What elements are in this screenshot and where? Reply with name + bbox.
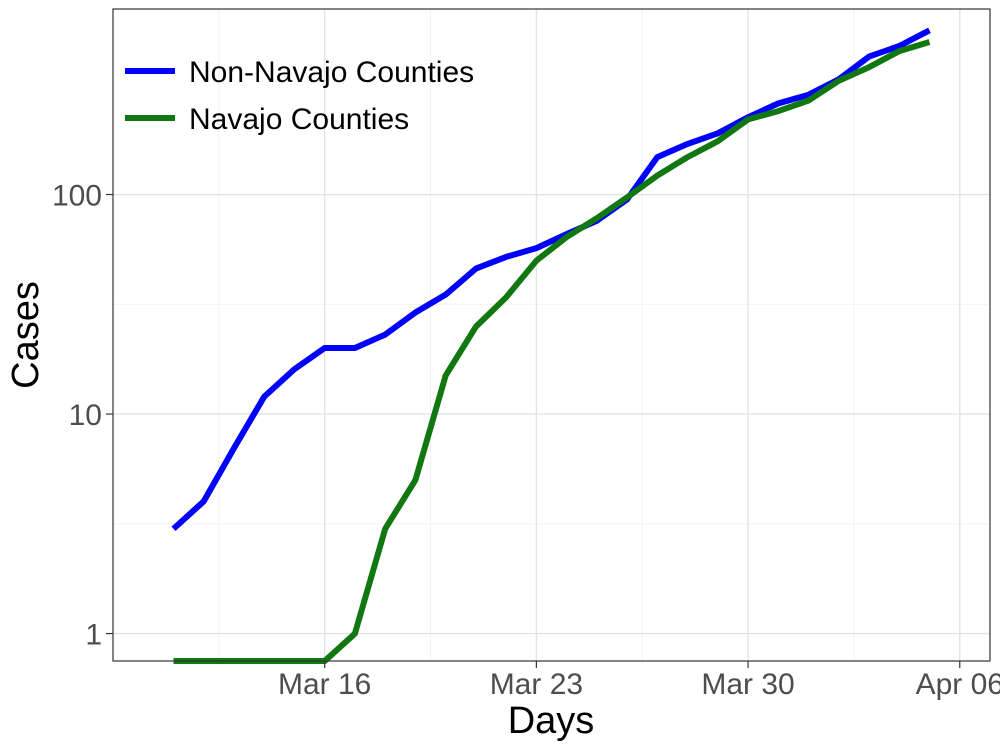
series-line-1 <box>171 27 931 532</box>
legend-label-2: Navajo Counties <box>189 103 409 136</box>
plot-border <box>112 8 991 662</box>
x-axis-title: Days <box>508 700 595 742</box>
y-axis-ticks: 1 10 100 <box>52 180 113 652</box>
y-tick-label: 1 <box>85 619 102 652</box>
x-tick-label: Mar 16 <box>278 668 371 701</box>
y-tick-label: 100 <box>52 180 102 213</box>
y-axis-title: Cases <box>5 281 47 389</box>
y-tick-label: 10 <box>69 399 102 432</box>
x-tick-label: Apr 06 <box>916 668 1000 701</box>
x-tick-label: Mar 30 <box>701 668 794 701</box>
plot-background <box>113 9 990 661</box>
x-axis-ticks: Mar 16 Mar 23 Mar 30 Apr 06 <box>278 661 1000 701</box>
x-tick-label: Mar 23 <box>490 668 583 701</box>
legend-label-1: Non-Navajo Counties <box>189 56 474 89</box>
legend: Non-Navajo Counties Navajo Counties <box>125 56 474 136</box>
